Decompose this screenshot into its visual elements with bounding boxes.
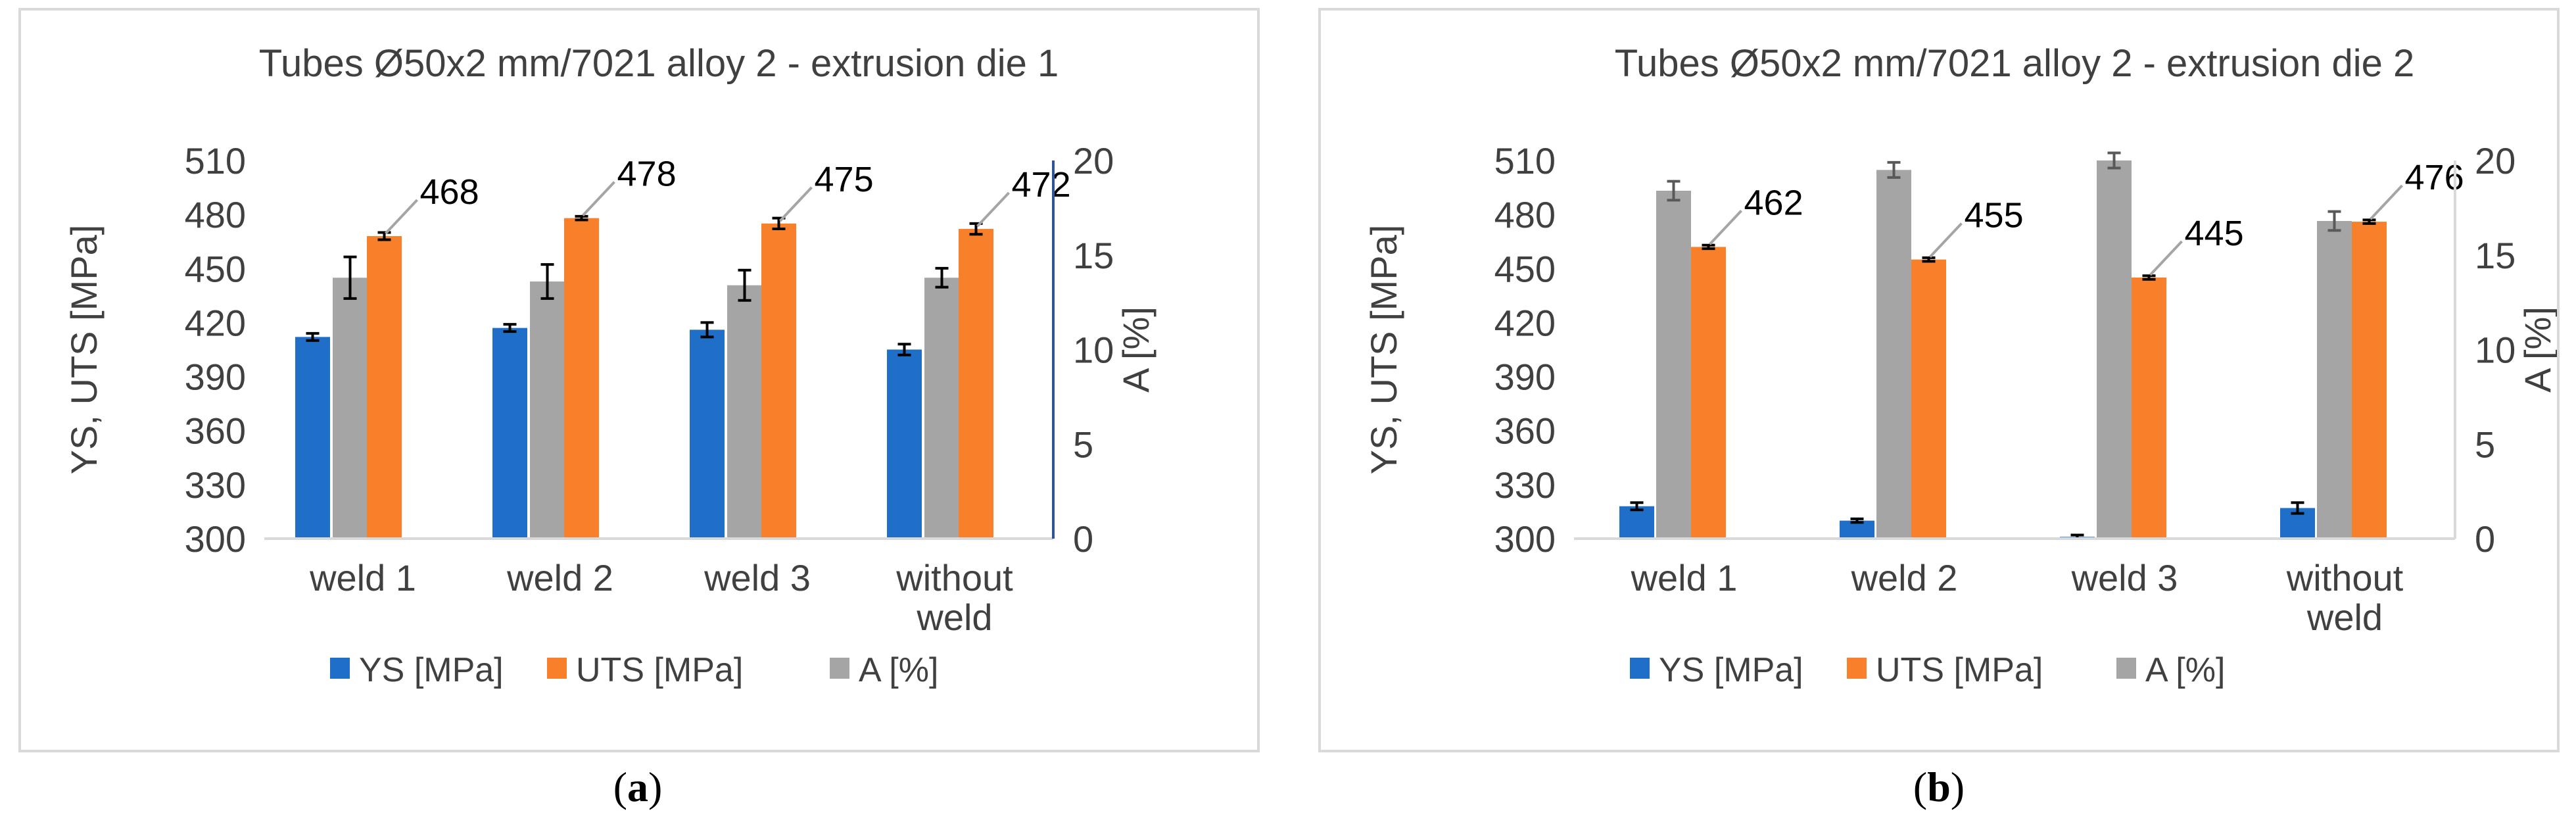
chart-b-ytick-label: 510 [1494,140,1556,182]
chart-a-title: Tubes Ø50x2 mm/7021 alloy 2 - extrusion … [259,42,1059,85]
chart-a-legend-swatch-uts [547,658,567,679]
chart-a-bar-ys [295,337,330,539]
chart-a-y2tick-label: 10 [1073,330,1114,371]
chart-b-legend-label-a: A [%] [2145,651,2225,689]
chart-a-category-label: weld 3 [704,557,811,598]
chart-b-data-label-leader [1709,210,1742,245]
chart-b-category-label: weld 2 [1851,557,1958,598]
chart-a-data-label-leader [385,199,418,235]
chart-a-y2tick-label: 0 [1073,518,1093,560]
chart-b-legend-label-uts: UTS [MPa] [1876,651,2043,689]
chart-a-bar-a [530,281,565,539]
chart-a-bar-ys [690,330,725,539]
chart-a-ytick-label: 510 [185,140,246,182]
chart-a-data-label: 468 [420,172,479,212]
chart-a-data-label: 472 [1012,165,1071,205]
chart-b-data-label-leader [1929,222,1963,258]
chart-a-bar-a [333,278,368,539]
chart-b-title: Tubes Ø50x2 mm/7021 alloy 2 - extrusion … [1615,42,2414,85]
chart-b-data-label-leader [2149,240,2183,276]
chart-a-ytick-label: 420 [185,302,246,343]
chart-a-data-label: 475 [815,160,874,199]
chart-a-ytick-label: 360 [185,410,246,452]
chart-a-bar-a [924,278,959,539]
chart-a-data-label: 478 [617,155,677,194]
chart-a-svg: Tubes Ø50x2 mm/7021 alloy 2 - extrusion … [63,42,1157,689]
chart-a-bar-ys [887,349,922,539]
chart-b-ytick-label: 360 [1494,410,1556,452]
chart-b-bar-a [1876,170,1911,539]
chart-b-y2tick-label: 5 [2475,424,2495,465]
chart-a-y2tick-label: 5 [1073,424,1093,465]
chart-a-ytick-label: 450 [185,248,246,289]
chart-b-ytick-label: 300 [1494,518,1556,560]
chart-a-data-label-leader [582,181,615,216]
chart-b-y2tick-label: 10 [2475,330,2516,371]
chart-a-bar-uts [564,218,599,539]
chart-b-ylabel2: A [%] [2517,306,2557,393]
chart-b-category-label: weld 3 [2071,557,2178,598]
chart-b-svg: Tubes Ø50x2 mm/7021 alloy 2 - extrusion … [1363,42,2558,689]
chart-b-ylabel: YS, UTS [MPa] [1363,225,1404,475]
chart-panel-a: Tubes Ø50x2 mm/7021 alloy 2 - extrusion … [18,8,1260,752]
chart-a-legend-label-ys: YS [MPa] [359,651,504,689]
chart-a-category-label: without [895,557,1013,598]
chart-b-ytick-label: 450 [1494,248,1556,289]
chart-a-ytick-label: 330 [185,464,246,506]
chart-b-data-label: 462 [1744,183,1803,222]
chart-b-legend-swatch-uts [1847,658,1867,679]
chart-b-bar-uts [1911,259,1946,539]
panel-label-b: (b) [1913,764,1965,810]
chart-b-data-label-leader [2370,184,2403,220]
chart-b-bar-a [2097,160,2132,539]
chart-a-category-label: weld 2 [506,557,613,598]
chart-b-bar-uts [2352,222,2387,539]
chart-a-y2tick-label: 20 [1073,140,1114,182]
chart-a-legend-swatch-ys [330,658,350,679]
chart-a-legend-label-uts: UTS [MPa] [576,651,743,689]
chart-b-legend-swatch-a [2116,658,2136,679]
chart-b-data-label: 455 [1965,196,2024,235]
chart-b-category-label: weld [2306,597,2383,638]
chart-a-data-label-leader [779,186,813,222]
chart-b-bar-a [2317,221,2352,539]
chart-b-bar-uts [2132,277,2166,539]
chart-a-bar-ys [492,328,527,539]
chart-b-ytick-label: 480 [1494,194,1556,235]
chart-a-bar-a [727,285,762,539]
chart-a-category-label: weld [916,597,992,638]
chart-b-y2tick-label: 0 [2475,518,2495,560]
chart-b-ytick-label: 330 [1494,464,1556,506]
chart-b-data-label: 445 [2185,214,2244,253]
chart-b-category-label: weld 1 [1631,557,1738,598]
chart-b-legend-swatch-ys [1630,658,1650,679]
chart-panel-b: Tubes Ø50x2 mm/7021 alloy 2 - extrusion … [1318,8,2560,752]
chart-a-ylabel: YS, UTS [MPa] [63,225,105,475]
chart-a-ytick-label: 480 [185,194,246,235]
chart-a-data-label-leader [976,191,1010,228]
chart-a-bar-uts [367,236,402,539]
chart-a-y2tick-label: 15 [1073,235,1114,276]
chart-a-ytick-label: 390 [185,356,246,398]
chart-b-ytick-label: 390 [1494,356,1556,398]
panel-label-a: (a) [613,764,663,810]
chart-a-category-label: weld 1 [309,557,416,598]
chart-b-y2tick-label: 20 [2475,140,2516,182]
chart-b-legend-label-ys: YS [MPa] [1659,651,1803,689]
chart-a-bar-uts [959,229,993,539]
chart-a-ytick-label: 300 [185,518,246,560]
chart-b-ytick-label: 420 [1494,302,1556,343]
chart-a-legend-label-a: A [%] [859,651,938,689]
chart-a-legend-swatch-a [830,658,849,679]
chart-b-bar-ys [1619,506,1654,539]
chart-a-ylabel2: A [%] [1115,306,1157,393]
chart-b-y2tick-label: 15 [2475,235,2516,276]
chart-a-bar-uts [761,223,796,539]
chart-b-bar-uts [1691,247,1726,539]
chart-b-category-label: without [2286,557,2404,598]
chart-b-bar-a [1656,191,1691,539]
